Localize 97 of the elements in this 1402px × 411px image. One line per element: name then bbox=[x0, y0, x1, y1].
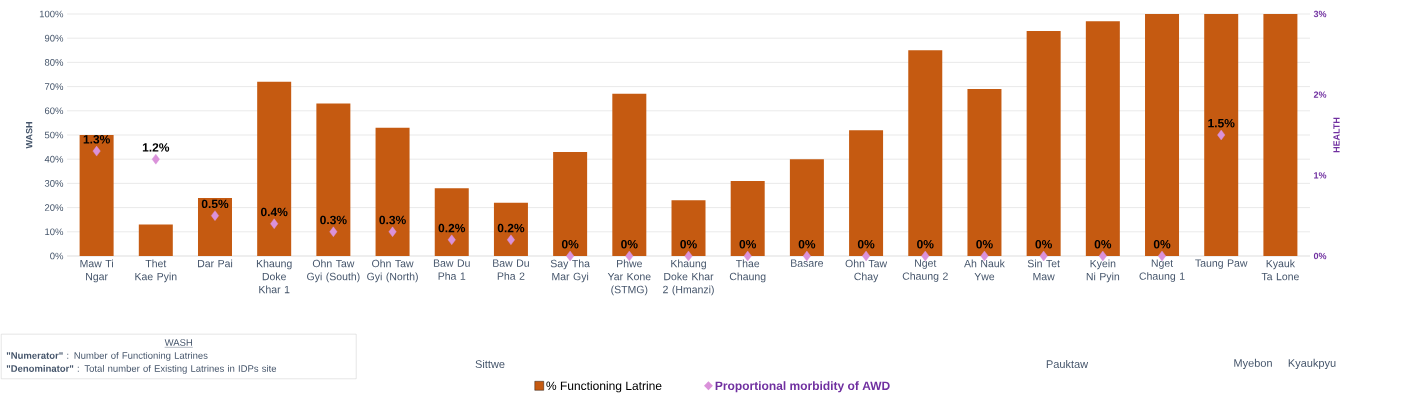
bar bbox=[553, 151, 588, 256]
x-tick-label: Baw Du Pha 1 bbox=[433, 259, 470, 280]
y2-tick-label: 3% bbox=[1313, 10, 1327, 18]
bar bbox=[197, 197, 232, 256]
y-tick-label: 30% bbox=[44, 180, 64, 187]
point bbox=[506, 234, 515, 246]
x-tick-label: Basare bbox=[791, 259, 824, 267]
x-tick-label: Dar Pai bbox=[198, 259, 233, 268]
point bbox=[447, 234, 456, 246]
data-label: 0% bbox=[976, 239, 993, 249]
bar bbox=[493, 202, 528, 256]
bar bbox=[138, 224, 173, 256]
text: Kyaukpyu bbox=[1288, 358, 1336, 370]
data-label: 0% bbox=[1035, 239, 1052, 249]
data-label: 0% bbox=[621, 239, 638, 249]
y-tick-label: 0% bbox=[50, 252, 64, 260]
point bbox=[1217, 129, 1226, 141]
x-tick-label: Kyein Ni Pyin bbox=[1086, 259, 1120, 283]
x-tick-label: Baw Du Pha 2 bbox=[493, 259, 529, 280]
data-label: 1.5% bbox=[1208, 119, 1235, 128]
x-tick-label: Phwe Yar Kone (STMG) bbox=[607, 259, 651, 296]
text: Pauktaw bbox=[1046, 359, 1089, 369]
x-tick-label: Ah Nauk Ywe bbox=[964, 259, 1005, 281]
y2-tick-label: 1% bbox=[1314, 172, 1327, 179]
x-tick-label: Taung Paw bbox=[1195, 259, 1248, 269]
y2-tick-label: 2% bbox=[1313, 91, 1327, 98]
bar bbox=[1085, 21, 1120, 256]
x-tick-label: Kyauk Ta Lone bbox=[1261, 259, 1299, 281]
data-label: 0% bbox=[1153, 239, 1171, 249]
y-axis-title: WASH bbox=[25, 122, 33, 149]
point bbox=[388, 226, 397, 237]
bar bbox=[1204, 13, 1239, 256]
point bbox=[329, 226, 338, 237]
y2-axis-title: HEALTH bbox=[1333, 117, 1340, 153]
bar bbox=[849, 130, 884, 256]
bar bbox=[316, 103, 351, 256]
x-tick-label: Nget Chaung 1 bbox=[1139, 259, 1185, 282]
y-tick-label: 60% bbox=[44, 107, 64, 115]
bar bbox=[434, 188, 469, 256]
text: Sittwe bbox=[475, 359, 505, 369]
bar bbox=[967, 89, 1002, 256]
y2-tick-label: 0% bbox=[1313, 252, 1327, 260]
x-tick-label: Ohn Taw Gyi (South) bbox=[307, 259, 360, 283]
text: "Numerator" : Number of Functioning Latrines bbox=[6, 351, 208, 361]
y-tick-label: 20% bbox=[44, 204, 64, 211]
data-label: 0.5% bbox=[201, 199, 229, 209]
x-tick-label: Khaung Doke Khar 2 (Hmanzi) bbox=[663, 259, 714, 296]
text: WASH bbox=[164, 339, 193, 346]
y-tick-label: 40% bbox=[44, 155, 64, 163]
data-label: 0% bbox=[857, 239, 875, 249]
x-tick-label: Say Tha Mar Gyi bbox=[550, 259, 590, 283]
bar bbox=[257, 81, 292, 256]
point bbox=[92, 145, 101, 157]
x-tick-label: Ohn Taw Gyi (North) bbox=[367, 259, 418, 283]
bar bbox=[1026, 30, 1061, 256]
y-tick-label: 10% bbox=[45, 228, 64, 236]
bar bbox=[79, 134, 114, 256]
x-tick-label: Ohn Taw Chay bbox=[845, 259, 888, 283]
point bbox=[211, 210, 219, 221]
bar bbox=[1145, 13, 1180, 256]
x-tick-label: Thet Kae Pyin bbox=[135, 259, 177, 283]
x-tick-label: Khaung Doke Khar 1 bbox=[256, 259, 292, 294]
data-label: 0.3% bbox=[320, 215, 347, 225]
bar bbox=[1263, 13, 1298, 256]
data-label: 0% bbox=[680, 239, 697, 249]
data-label: 0% bbox=[798, 239, 816, 249]
data-label: 0% bbox=[1094, 239, 1112, 249]
point bbox=[151, 153, 160, 165]
data-label: 0.2% bbox=[438, 223, 466, 233]
y-tick-label: 90% bbox=[44, 34, 64, 42]
y-tick-label: 70% bbox=[44, 83, 64, 90]
bar bbox=[908, 50, 943, 256]
x-tick-label: Maw Ti Ngar bbox=[80, 259, 113, 283]
data-label: 0.2% bbox=[497, 223, 525, 233]
data-label: 0% bbox=[739, 239, 757, 249]
x-tick-label: Sin Tet Maw bbox=[1027, 259, 1060, 281]
text: "Denominator" : Total number of Existing Latrines in IDPs site bbox=[6, 364, 277, 374]
data-label: 0% bbox=[917, 239, 934, 249]
bar bbox=[730, 180, 765, 256]
text: Myebon bbox=[1234, 358, 1272, 370]
data-label: 1.3% bbox=[83, 135, 110, 144]
data-label: 0% bbox=[561, 239, 579, 249]
legend-label: % Functioning Latrine bbox=[546, 381, 662, 393]
legend-label: Proportional morbidity of AWD bbox=[715, 381, 890, 393]
bar bbox=[612, 93, 647, 256]
y-tick-label: 50% bbox=[44, 131, 64, 139]
bar bbox=[671, 200, 706, 256]
y-tick-label: 80% bbox=[44, 59, 64, 66]
x-tick-label: Nget Chaung 2 bbox=[902, 259, 948, 282]
y-tick-label: 100% bbox=[39, 10, 64, 18]
x-tick-label: Thae Chaung bbox=[729, 259, 766, 283]
point bbox=[270, 218, 279, 229]
data-label: 0.4% bbox=[260, 207, 288, 217]
data-label: 0.3% bbox=[379, 215, 406, 225]
bar bbox=[789, 159, 824, 256]
data-label: 1.2% bbox=[142, 143, 170, 152]
bar bbox=[375, 127, 410, 256]
